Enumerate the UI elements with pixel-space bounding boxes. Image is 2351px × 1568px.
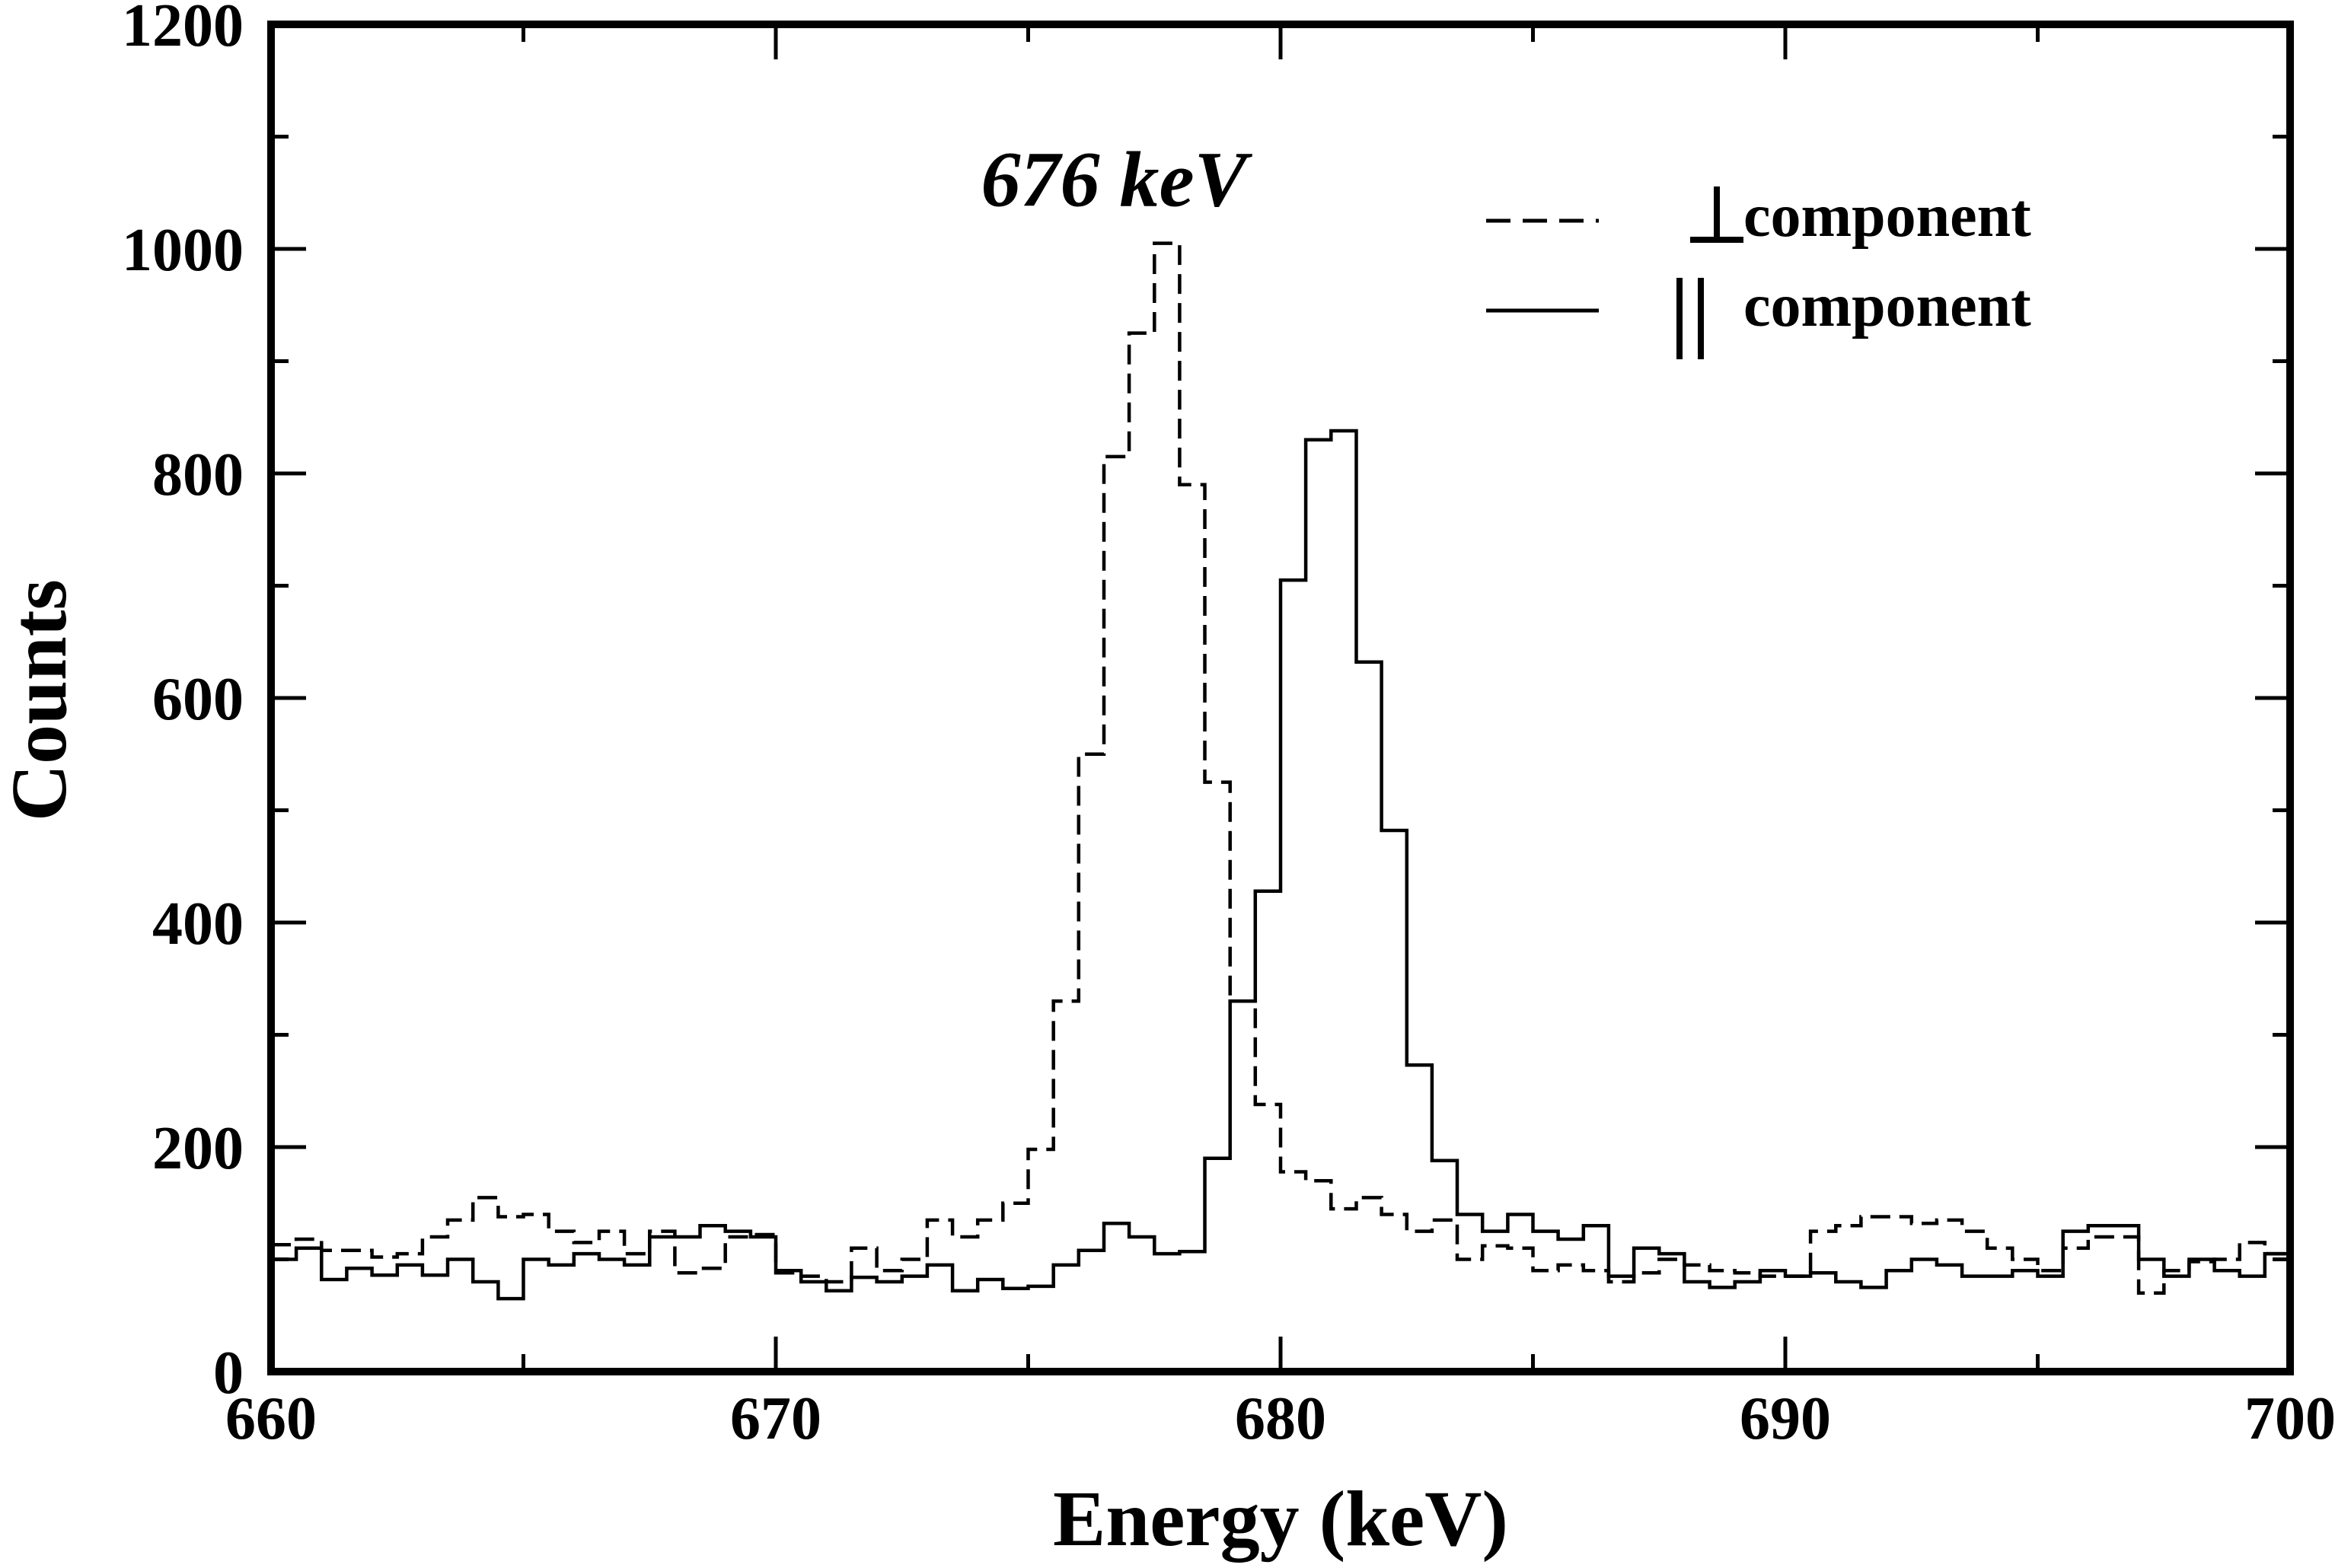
tick-labels: 660 670 680 690 700 0 200 400 600 800 1000 1200 bbox=[122, 0, 2336, 1452]
x-tick-label: 680 bbox=[1235, 1385, 1326, 1452]
x-axis-title: Energy (keV) bbox=[1053, 1475, 1508, 1563]
y-tick-label: 1000 bbox=[122, 217, 244, 284]
perpendicular-symbol-icon bbox=[1690, 186, 1743, 243]
y-tick-label: 400 bbox=[152, 891, 244, 958]
y-tick-label: 0 bbox=[213, 1340, 244, 1407]
y-tick-label: 1200 bbox=[122, 0, 244, 59]
legend-label-perpendicular: component bbox=[1743, 183, 2031, 250]
legend: component component bbox=[1486, 183, 2031, 359]
x-tick-label: 690 bbox=[1740, 1385, 1831, 1452]
y-tick-label: 600 bbox=[152, 666, 244, 733]
parallel-symbol-icon bbox=[1676, 278, 1704, 359]
peak-annotation: 676 keV bbox=[981, 136, 1252, 224]
legend-label-parallel: component bbox=[1743, 272, 2031, 339]
series-parallel-step-line bbox=[271, 429, 2290, 1301]
x-tick-label: 700 bbox=[2244, 1385, 2336, 1452]
plot-frame bbox=[267, 21, 2294, 1375]
histogram-series bbox=[271, 241, 2290, 1301]
y-axis-title: Counts bbox=[0, 579, 83, 821]
x-tick-label: 660 bbox=[225, 1385, 317, 1452]
x-tick-label: 670 bbox=[730, 1385, 821, 1452]
y-tick-label: 800 bbox=[152, 441, 244, 508]
series-perpendicular-step-line bbox=[271, 241, 2290, 1296]
y-tick-label: 200 bbox=[152, 1115, 244, 1182]
